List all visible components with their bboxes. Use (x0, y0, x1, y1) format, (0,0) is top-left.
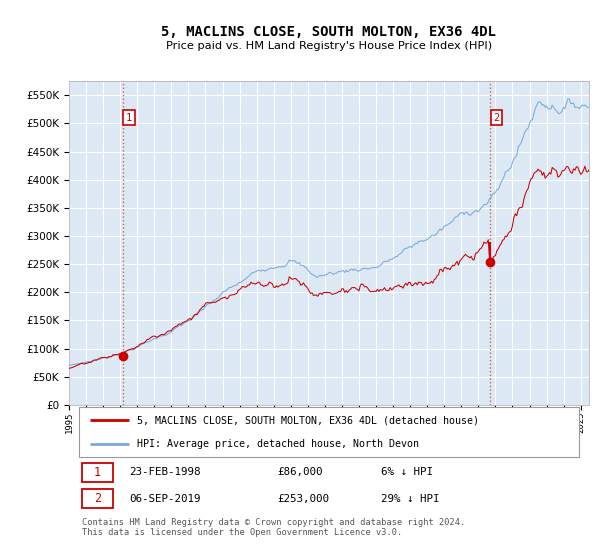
Text: £86,000: £86,000 (277, 468, 323, 477)
Text: HPI: Average price, detached house, North Devon: HPI: Average price, detached house, Nort… (137, 438, 419, 449)
Text: 5, MACLINS CLOSE, SOUTH MOLTON, EX36 4DL (detached house): 5, MACLINS CLOSE, SOUTH MOLTON, EX36 4DL… (137, 415, 479, 425)
Text: 5, MACLINS CLOSE, SOUTH MOLTON, EX36 4DL: 5, MACLINS CLOSE, SOUTH MOLTON, EX36 4DL (161, 26, 496, 39)
Text: 23-FEB-1998: 23-FEB-1998 (129, 468, 200, 477)
FancyBboxPatch shape (82, 463, 113, 482)
FancyBboxPatch shape (79, 407, 579, 457)
Text: 06-SEP-2019: 06-SEP-2019 (129, 494, 200, 504)
Text: £253,000: £253,000 (277, 494, 329, 504)
FancyBboxPatch shape (82, 489, 113, 508)
Text: 1: 1 (94, 466, 101, 479)
Text: 29% ↓ HPI: 29% ↓ HPI (381, 494, 440, 504)
Text: 2: 2 (94, 492, 101, 505)
Text: 1: 1 (126, 113, 132, 123)
Text: Contains HM Land Registry data © Crown copyright and database right 2024.
This d: Contains HM Land Registry data © Crown c… (82, 518, 465, 537)
Text: 2: 2 (493, 113, 500, 123)
Text: 6% ↓ HPI: 6% ↓ HPI (381, 468, 433, 477)
Text: Price paid vs. HM Land Registry's House Price Index (HPI): Price paid vs. HM Land Registry's House … (166, 41, 492, 51)
